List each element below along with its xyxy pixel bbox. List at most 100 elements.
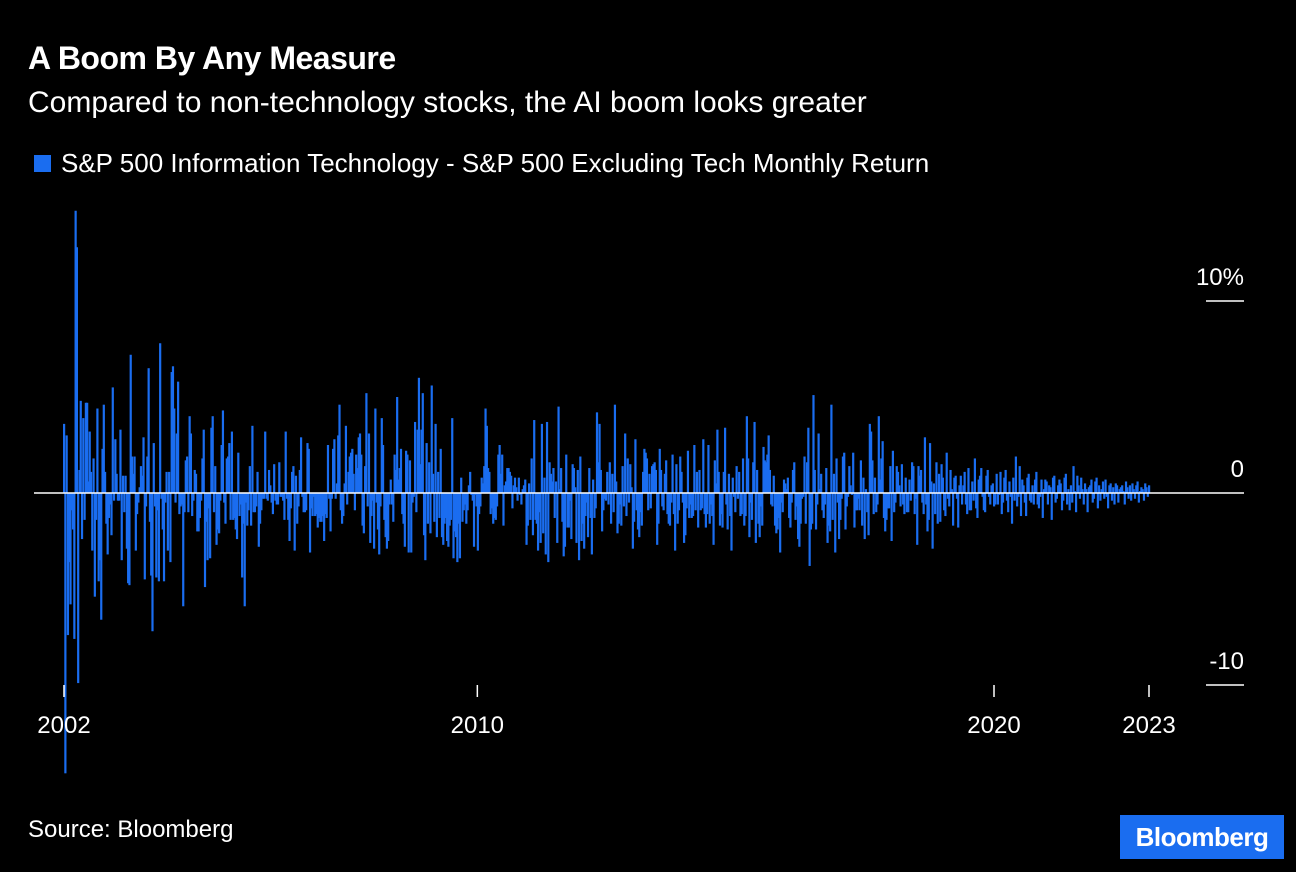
bar xyxy=(853,493,856,528)
bar xyxy=(936,493,939,524)
bar xyxy=(543,477,546,493)
bar xyxy=(695,471,699,493)
bar xyxy=(328,493,331,499)
bar xyxy=(128,493,131,586)
bar xyxy=(558,489,561,493)
bar xyxy=(530,458,533,493)
bar xyxy=(465,493,468,524)
bar xyxy=(1146,493,1149,497)
bar xyxy=(132,473,135,493)
bar xyxy=(645,458,649,493)
bar xyxy=(814,493,818,530)
bar xyxy=(875,493,878,513)
bar xyxy=(922,493,925,515)
bar xyxy=(1041,493,1044,518)
bar xyxy=(706,493,709,515)
bar xyxy=(809,493,813,530)
bar xyxy=(805,462,809,493)
bar xyxy=(604,493,608,501)
bar xyxy=(1142,493,1146,501)
bar xyxy=(440,493,444,538)
bar xyxy=(729,493,732,517)
bar xyxy=(311,493,314,517)
bar xyxy=(103,471,107,493)
bar xyxy=(330,493,333,499)
bar xyxy=(636,493,640,530)
bar xyxy=(303,493,307,513)
bar xyxy=(470,493,473,495)
bar xyxy=(700,493,704,509)
bar xyxy=(971,481,974,493)
bar xyxy=(870,431,873,493)
bar xyxy=(100,493,103,620)
bar xyxy=(727,473,731,493)
bar xyxy=(260,493,263,511)
bar xyxy=(171,366,175,493)
bar xyxy=(356,468,359,493)
x-tick-label: 2010 xyxy=(451,712,504,739)
bar xyxy=(889,466,892,493)
bar xyxy=(428,462,431,493)
bar xyxy=(235,493,239,540)
bar xyxy=(859,460,862,493)
bar xyxy=(762,446,765,493)
bar xyxy=(1074,493,1078,513)
bar xyxy=(1005,493,1009,501)
bar xyxy=(1008,481,1011,493)
bar xyxy=(1022,485,1025,493)
bar xyxy=(1014,456,1017,493)
bar xyxy=(65,435,68,493)
bar xyxy=(939,493,942,522)
bar xyxy=(296,493,299,524)
bar xyxy=(955,493,959,499)
bar xyxy=(1135,485,1138,493)
bar xyxy=(1048,485,1051,493)
bar xyxy=(1009,493,1012,497)
bar xyxy=(1010,493,1014,524)
bar xyxy=(808,493,811,566)
bar xyxy=(902,493,905,505)
bar xyxy=(794,493,797,520)
bar xyxy=(238,493,241,517)
bar xyxy=(881,441,884,493)
bar xyxy=(64,493,67,774)
bar xyxy=(334,493,337,499)
bar xyxy=(519,493,522,495)
bar xyxy=(160,493,163,499)
bar xyxy=(905,493,909,513)
bar xyxy=(648,473,651,493)
bar xyxy=(339,493,342,511)
bar xyxy=(179,493,182,507)
bar xyxy=(130,456,134,493)
bar xyxy=(557,406,560,493)
bar xyxy=(1107,493,1110,509)
bar xyxy=(981,493,984,497)
bar xyxy=(977,479,980,493)
bar xyxy=(425,443,428,493)
bar xyxy=(292,466,295,493)
bloomberg-logo: Bloomberg xyxy=(1120,815,1284,859)
bar xyxy=(654,469,658,493)
bar xyxy=(237,452,240,493)
bar xyxy=(381,445,385,493)
bar xyxy=(1121,485,1124,493)
bar xyxy=(775,493,778,534)
bar xyxy=(834,493,837,553)
bar xyxy=(504,481,508,493)
bar xyxy=(581,493,584,524)
bar xyxy=(1066,493,1069,505)
bar xyxy=(1130,493,1133,501)
bar xyxy=(280,493,283,497)
bar xyxy=(603,493,606,499)
bar xyxy=(516,493,519,501)
bar xyxy=(407,493,410,553)
bar xyxy=(747,458,750,493)
bar xyxy=(666,493,669,515)
bar xyxy=(735,466,738,493)
bar xyxy=(178,493,181,515)
bar xyxy=(87,481,90,493)
bar xyxy=(424,493,427,561)
bar xyxy=(150,493,153,576)
bar xyxy=(261,493,264,499)
bar xyxy=(1049,487,1052,493)
